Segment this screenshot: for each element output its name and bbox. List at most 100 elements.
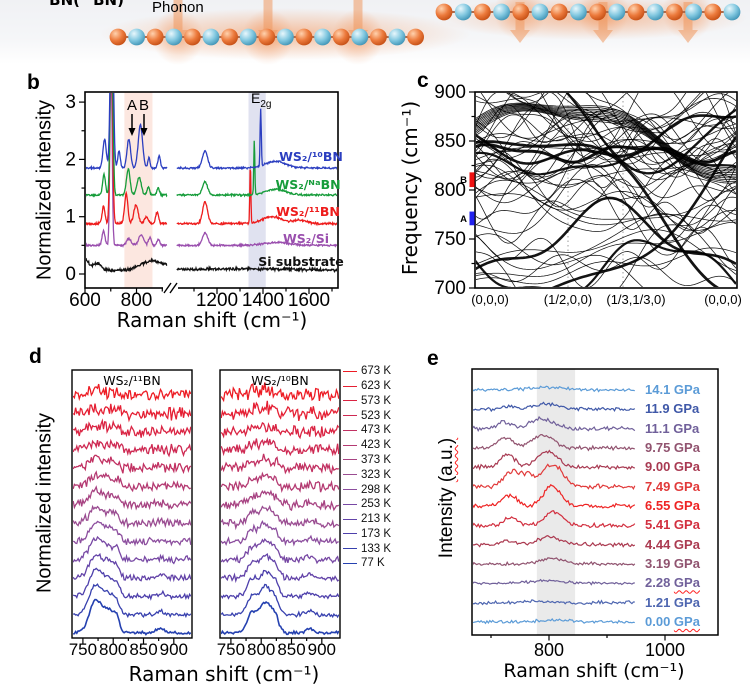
legend-line-swatch [343,533,357,535]
x-tick-label: 850 [129,640,157,659]
spectrum-curve [176,231,337,248]
nitrogen-atom [685,3,702,21]
panel-d-ylabel: Normalized intensity [33,412,56,594]
pressure-value: 11.1 [645,420,674,436]
y-tick-label: 0 [65,264,76,285]
legend-label: 77 K [361,557,385,570]
pressure-value: 1.21 [645,594,674,610]
series-label: WS₂/¹¹BN [276,204,340,219]
mode-marker-label: A [460,214,467,225]
pressure-unit: GPa [673,613,700,629]
phonon-band [476,140,719,287]
legend-label: 673 K [361,365,392,378]
temperature-curve [221,600,339,636]
boron-atom [184,28,201,46]
boron-atom [295,28,313,46]
legend-line-swatch [343,415,357,417]
spectra-curves [86,93,337,274]
y-tick-label: 850 [434,131,466,152]
pressure-unit: GPa [673,517,700,533]
spectrum-curve [176,108,337,171]
subpanel-title: WS₂/¹⁰BN [251,373,309,388]
phonon-band [476,107,736,179]
pressure-unit: GPa [673,382,700,397]
temperature-curve [221,421,339,440]
legend-line-swatch [343,444,357,446]
y-tick-label: 3 [65,92,76,113]
legend-line-swatch [343,429,357,431]
legend-label: 373 K [361,453,392,466]
temperature-curve [221,453,339,475]
pressure-curves [473,385,636,625]
pressure-label: 9.75 GPa [645,440,700,455]
temperature-curve [73,418,191,438]
pressure-unit: GPa [673,575,700,591]
temperature-curve [73,454,191,475]
pressure-label: 3.19 GPa [645,556,700,571]
phonon-band [476,213,736,275]
temperature-curve [73,504,191,530]
panel-e-xlabel: Raman shift (cm⁻¹) [503,660,685,682]
panel-c-ylabel: Frequency (cm⁻¹) [398,100,422,276]
y-tick-label: 750 [434,229,466,250]
spectrum-curve [86,93,168,198]
panel-d-xlabel: Raman shift (cm⁻¹) [128,662,320,686]
phonon-band [476,118,736,165]
legend-item: 373 K [343,453,415,468]
phonon-band [476,193,736,226]
pressure-value: 6.55 [645,497,674,513]
boron-atom [370,28,387,46]
temperature-curve [221,471,339,493]
temperature-legend: 673 K 623 K 573 K 523 K 473 K 423 K 373 K 323 K… [343,364,415,571]
phonon-bands [476,93,736,287]
phonon-band [565,93,736,175]
boron-atom [332,28,350,46]
pressure-labels: 14.1 GPa 11.9 GPa 11.1 GPa 9.75 GPa 9.00 GPa… [640,360,748,650]
pressure-unit: GPa [673,459,700,475]
boron-atom [258,28,276,46]
spectrum-curve [176,169,337,227]
pressure-value: 2.28 [645,575,674,591]
temperature-curve [221,520,339,547]
pressure-value: 9.00 [645,459,674,475]
phonon-band [476,114,736,165]
plot-frame [71,369,193,639]
panel-c-phonon-dispersion: 700 750 800 850 900 (0,0,0) (1/2,0,0) (1/3,1/3,… [434,82,741,307]
axis-ticks [469,91,475,289]
legend-label: 323 K [361,468,392,481]
pressure-value: 9.75 [645,439,674,455]
pressure-unit: GPa [673,420,700,436]
temperature-curve [73,583,191,619]
temperature-curve [73,598,191,636]
arrow-head [140,128,148,136]
nitrogen-atom [646,3,664,21]
phonon-band [476,106,736,175]
legend-label: 173 K [361,527,392,540]
pressure-unit: GPa [673,594,700,610]
x-tick-label: 800 [121,290,153,311]
legend-label: 423 K [361,439,392,452]
legend-label: 523 K [361,409,392,422]
pressure-value: 7.49 [645,478,674,494]
panel-e-ylabel: Intensity (a.u.) [436,437,457,559]
pressure-value: 0.00 [645,613,674,629]
phonon-band [476,106,736,177]
y-tick-label: 900 [434,82,466,103]
pressure-curve [473,483,636,510]
pressure-value: 14.1 [645,382,674,397]
phonon-band [476,158,736,199]
spectrum-curve [86,93,168,249]
phonon-band [476,147,736,176]
panel-a-phonon-schematic: ¹⁰BN(¹¹BN) Phonon [0,0,750,65]
legend-item: 173 K [343,526,415,541]
x-tick-label: 1600 [288,290,330,311]
x-tick-label: 850 [277,640,305,659]
nitrogen-atom [128,28,146,46]
nitrogen-atom [570,3,587,21]
spectrum-curve [176,264,337,274]
phonon-label: Phonon [152,0,204,16]
pressure-curve [473,510,636,529]
e2g-annotation: E2g [251,90,272,110]
mode-marker [469,211,475,226]
x-tick-label: 750 [69,640,97,659]
